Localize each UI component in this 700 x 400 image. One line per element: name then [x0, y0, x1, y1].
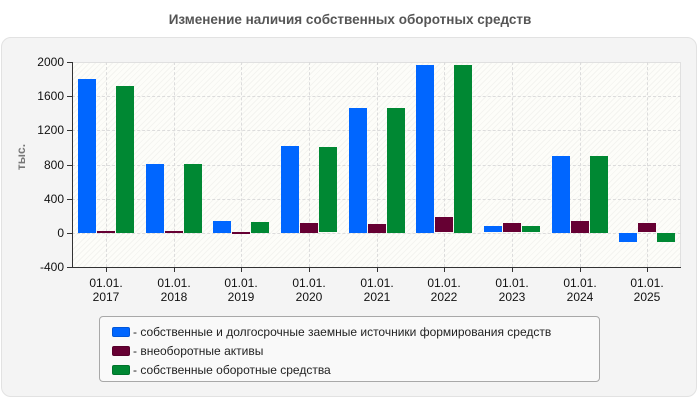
y-tick — [67, 199, 72, 200]
y-tick-label: 400 — [43, 192, 64, 206]
x-tick-label: 01.01. 2020 — [292, 276, 326, 304]
grid-line-vertical — [309, 62, 310, 267]
bar-sources — [416, 65, 434, 233]
x-tick — [377, 267, 378, 272]
x-tick-label: 01.01. 2024 — [563, 276, 597, 304]
bar-sources — [78, 79, 96, 233]
grid-line-vertical — [174, 62, 175, 267]
bar-sources — [349, 108, 367, 233]
legend-label: - внеоборотные активы — [133, 343, 264, 358]
bar-noncurrent-assets — [368, 224, 386, 233]
grid-line-horizontal — [72, 199, 681, 200]
y-tick — [67, 96, 72, 97]
bar-working-capital — [251, 222, 269, 233]
x-tick — [174, 267, 175, 272]
x-tick-label: 01.01. 2019 — [224, 276, 258, 304]
y-tick — [67, 267, 72, 268]
x-tick — [309, 267, 310, 272]
bar-noncurrent-assets — [300, 223, 318, 233]
bar-sources — [146, 164, 164, 233]
y-tick-label: 0 — [57, 226, 64, 240]
x-tick — [647, 267, 648, 272]
legend-swatch-blue — [112, 326, 130, 337]
grid-line-vertical — [241, 62, 242, 267]
legend-item-working-capital: - собственные оборотные средства — [112, 360, 599, 379]
bar-sources — [552, 156, 570, 233]
y-tick-label: 1600 — [37, 89, 64, 103]
legend-item-noncurrent-assets: - внеоборотные активы — [112, 341, 599, 360]
grid-line-horizontal — [72, 233, 681, 234]
bar-noncurrent-assets — [503, 223, 521, 232]
bar-noncurrent-assets — [232, 232, 250, 234]
bar-working-capital — [590, 156, 608, 233]
y-tick — [67, 62, 72, 63]
grid-line-vertical — [444, 62, 445, 267]
x-tick — [106, 267, 107, 272]
bar-noncurrent-assets — [638, 223, 656, 232]
legend: - собственные и долгосрочные заемные ист… — [99, 316, 600, 382]
x-tick-label: 01.01. 2021 — [360, 276, 394, 304]
bar-sources — [281, 146, 299, 233]
bar-working-capital — [522, 226, 540, 232]
bar-sources — [619, 233, 637, 242]
bar-noncurrent-assets — [165, 231, 183, 233]
legend-swatch-maroon — [112, 345, 130, 356]
bar-working-capital — [319, 147, 337, 232]
bar-working-capital — [387, 108, 405, 233]
x-tick — [512, 267, 513, 272]
bar-working-capital — [454, 65, 472, 233]
legend-label: - собственные и долгосрочные заемные ист… — [133, 324, 552, 339]
x-axis-line — [72, 267, 681, 268]
grid-line-horizontal — [72, 130, 681, 131]
legend-swatch-green — [112, 364, 130, 375]
x-tick-label: 01.01. 2017 — [89, 276, 123, 304]
x-tick-label: 01.01. 2022 — [427, 276, 461, 304]
y-axis-title: тыс. — [14, 143, 28, 171]
bar-sources — [213, 221, 231, 233]
grid-line-horizontal — [72, 96, 681, 97]
bar-noncurrent-assets — [435, 217, 453, 232]
bar-working-capital — [184, 164, 202, 233]
x-tick — [444, 267, 445, 272]
grid-line-vertical — [647, 62, 648, 267]
y-tick-label: -400 — [39, 260, 64, 274]
grid-line-horizontal — [72, 165, 681, 166]
x-tick — [580, 267, 581, 272]
y-tick-label: 800 — [43, 158, 64, 172]
bar-sources — [484, 226, 502, 232]
chart-title: Изменение наличия собственных оборотных … — [168, 12, 532, 27]
x-tick — [241, 267, 242, 272]
y-tick-label: 1200 — [37, 123, 64, 137]
grid-line-vertical — [512, 62, 513, 267]
y-tick — [67, 165, 72, 166]
y-tick-label: 2000 — [37, 55, 64, 69]
grid-line-vertical — [580, 62, 581, 267]
legend-item-sources: - собственные и долгосрочные заемные ист… — [112, 322, 599, 341]
y-tick — [67, 130, 72, 131]
bar-noncurrent-assets — [571, 221, 589, 233]
y-tick — [67, 233, 72, 234]
grid-line-vertical — [377, 62, 378, 267]
bar-noncurrent-assets — [97, 231, 115, 233]
y-axis-line — [72, 62, 73, 268]
x-tick-label: 01.01. 2018 — [157, 276, 191, 304]
grid-line-vertical — [106, 62, 107, 267]
bar-working-capital — [116, 86, 134, 233]
legend-label: - собственные оборотные средства — [133, 362, 331, 377]
bar-working-capital — [657, 233, 675, 242]
x-tick-label: 01.01. 2023 — [495, 276, 529, 304]
x-tick-label: 01.01. 2025 — [630, 276, 664, 304]
